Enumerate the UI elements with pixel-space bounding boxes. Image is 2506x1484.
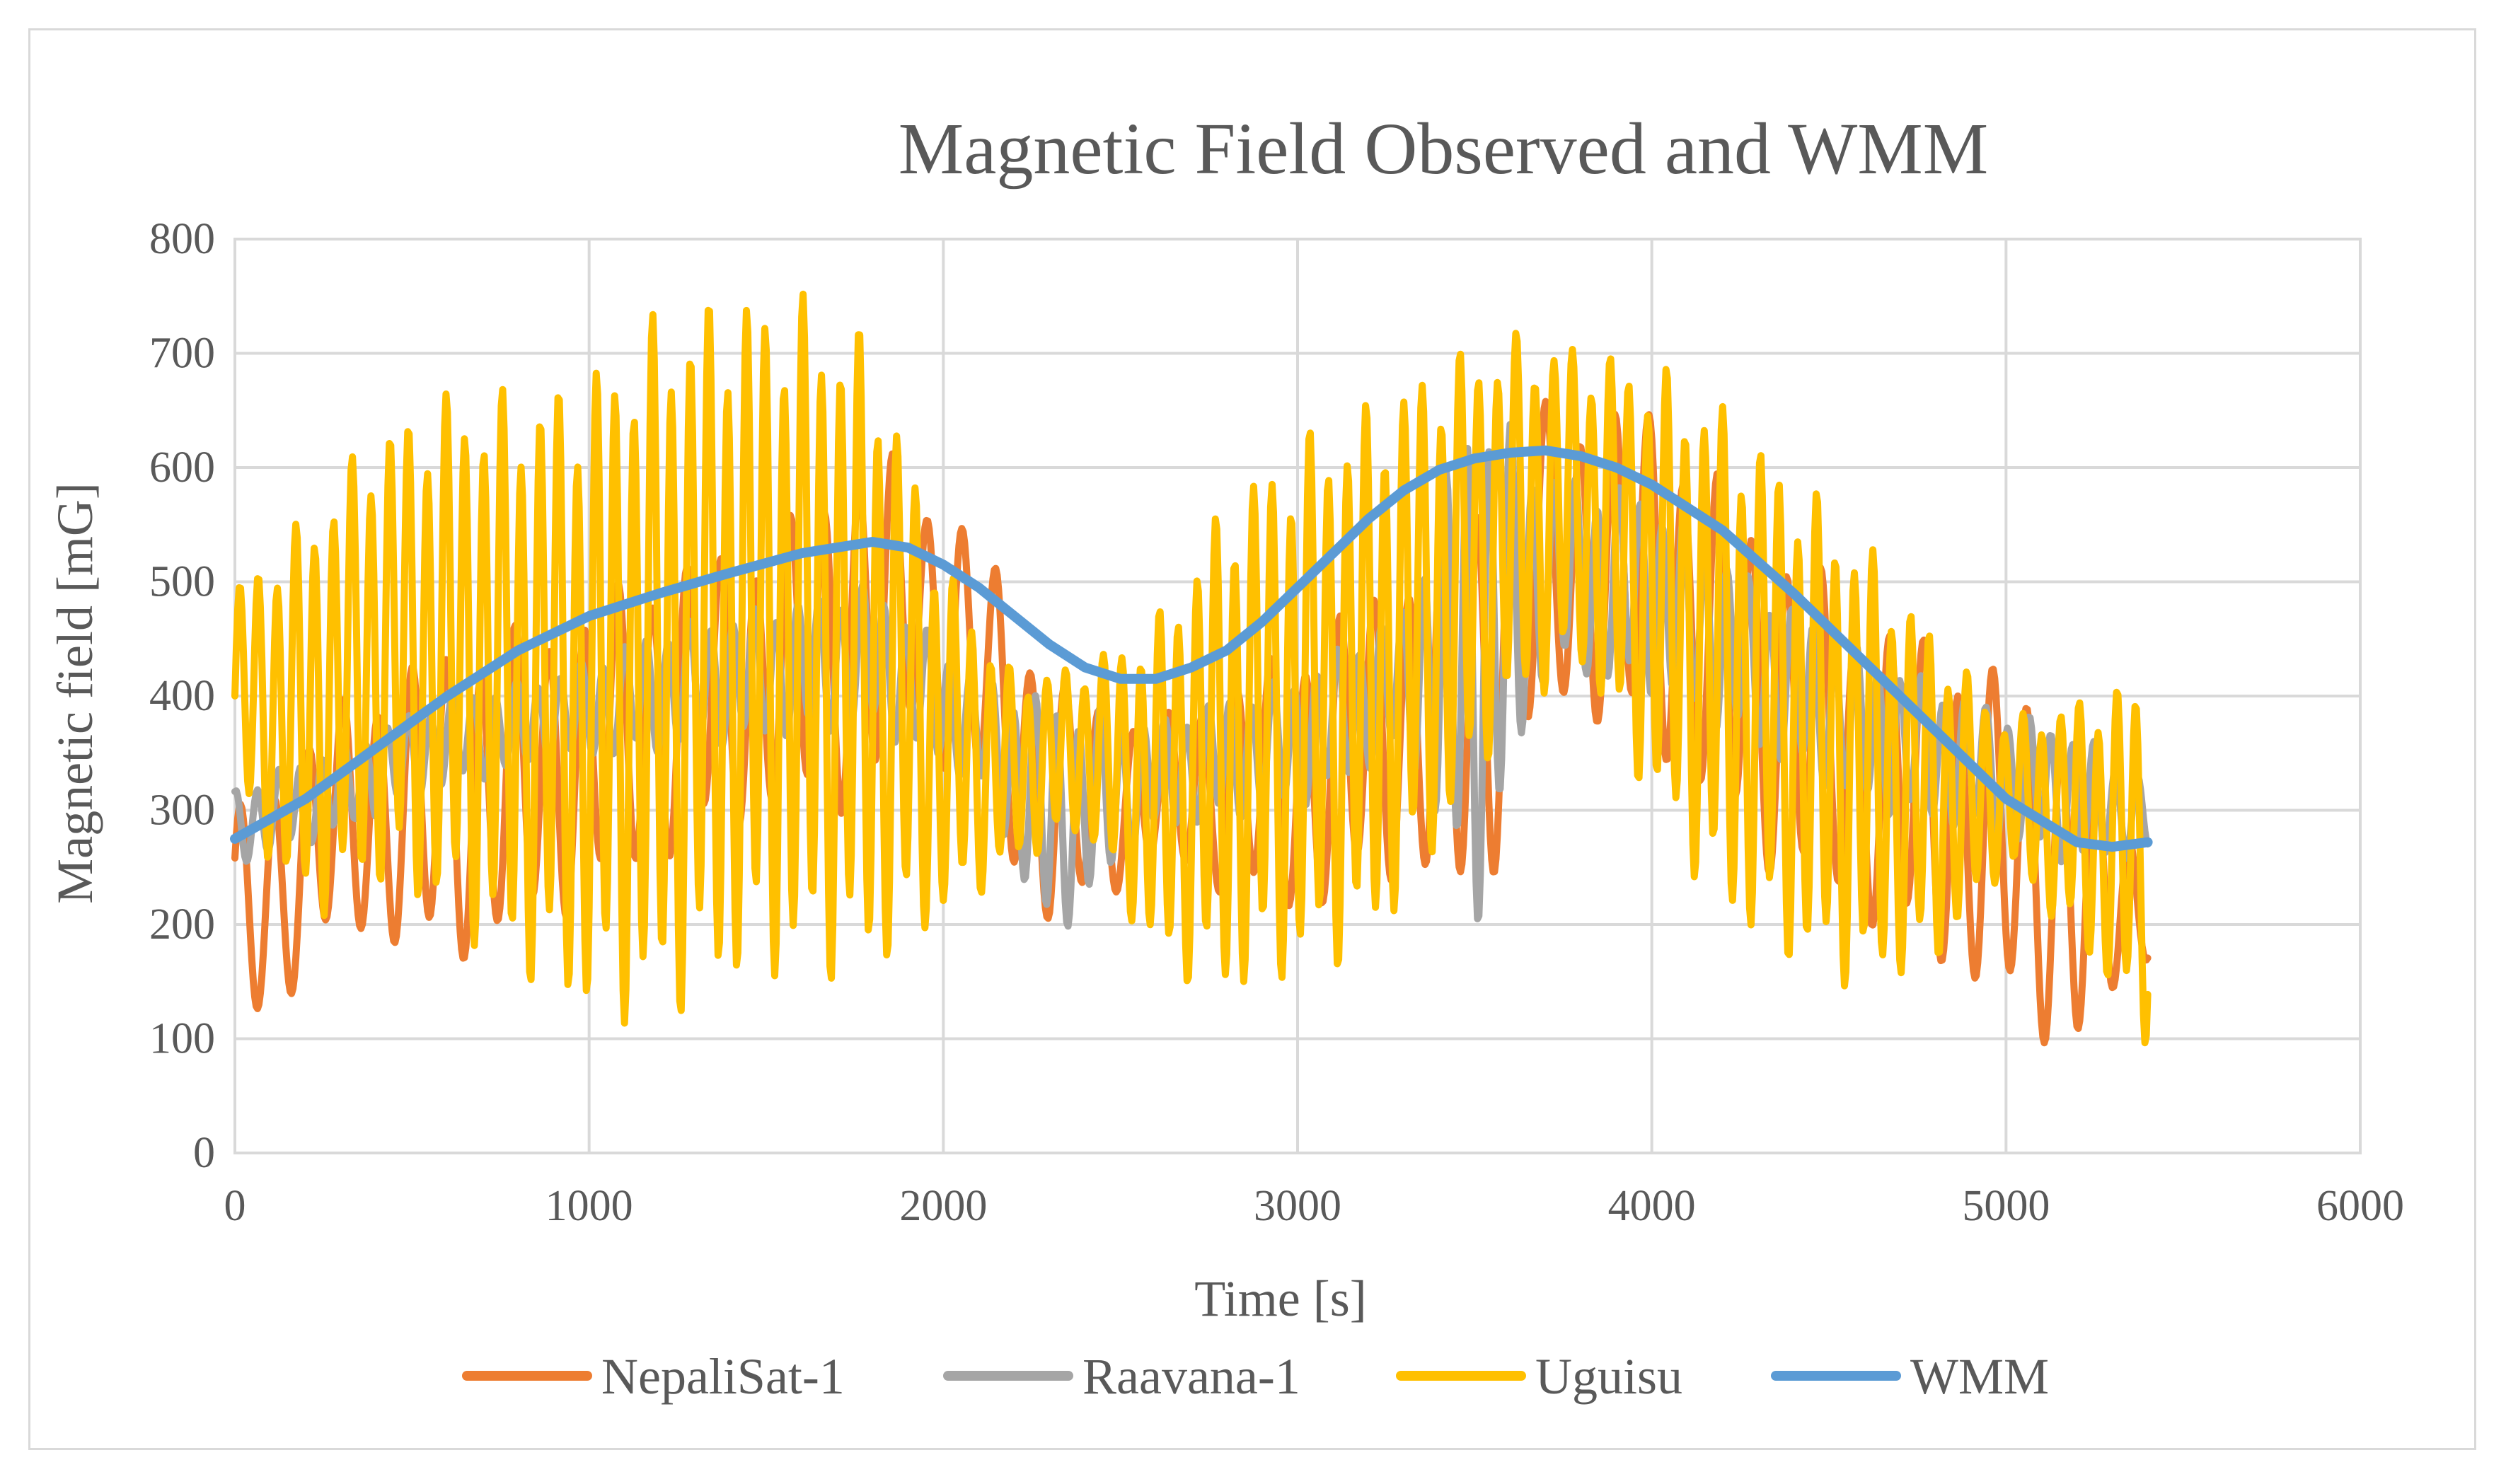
y-tick-label: 300: [149, 787, 215, 835]
x-tick-label: 3000: [1254, 1182, 1341, 1230]
y-axis-title: Magnetic field [mG]: [47, 482, 103, 904]
chart-title: Magnetic Field Observed and WMM: [899, 108, 1988, 190]
x-tick-label: 4000: [1608, 1182, 1696, 1230]
y-tick-label: 500: [149, 558, 215, 606]
legend-label: WMM: [1910, 1348, 2049, 1405]
y-tick-label: 800: [149, 215, 215, 263]
series-line-wmm: [230, 445, 2153, 852]
y-tick-label: 200: [149, 900, 215, 949]
series-line-uguisu: [231, 290, 2152, 1047]
y-axis-ticks: 0 100 200 300 400 500 600 700 800: [149, 215, 215, 1177]
x-tick-label: 6000: [2316, 1182, 2404, 1230]
y-tick-label: 400: [149, 672, 215, 720]
x-axis-title: Time [s]: [1194, 1270, 1366, 1327]
y-tick-label: 600: [149, 444, 215, 492]
x-tick-label: 2000: [899, 1182, 987, 1230]
legend-label: Uguisu: [1535, 1348, 1682, 1405]
y-tick-label: 700: [149, 330, 215, 378]
legend-label: Raavana-1: [1082, 1348, 1300, 1405]
x-tick-label: 5000: [1962, 1182, 2050, 1230]
legend-label: NepaliSat-1: [601, 1348, 845, 1405]
legend: NepaliSat-1 Raavana-1 Uguisu WMM: [462, 1348, 2049, 1405]
series-layer: [230, 290, 2153, 1047]
x-axis-ticks: 0 1000 2000 3000 4000 5000 6000: [224, 1182, 2405, 1230]
y-tick-label: 100: [149, 1015, 215, 1063]
y-tick-label: 0: [193, 1129, 215, 1177]
x-tick-label: 0: [224, 1182, 246, 1230]
x-tick-label: 1000: [545, 1182, 633, 1230]
